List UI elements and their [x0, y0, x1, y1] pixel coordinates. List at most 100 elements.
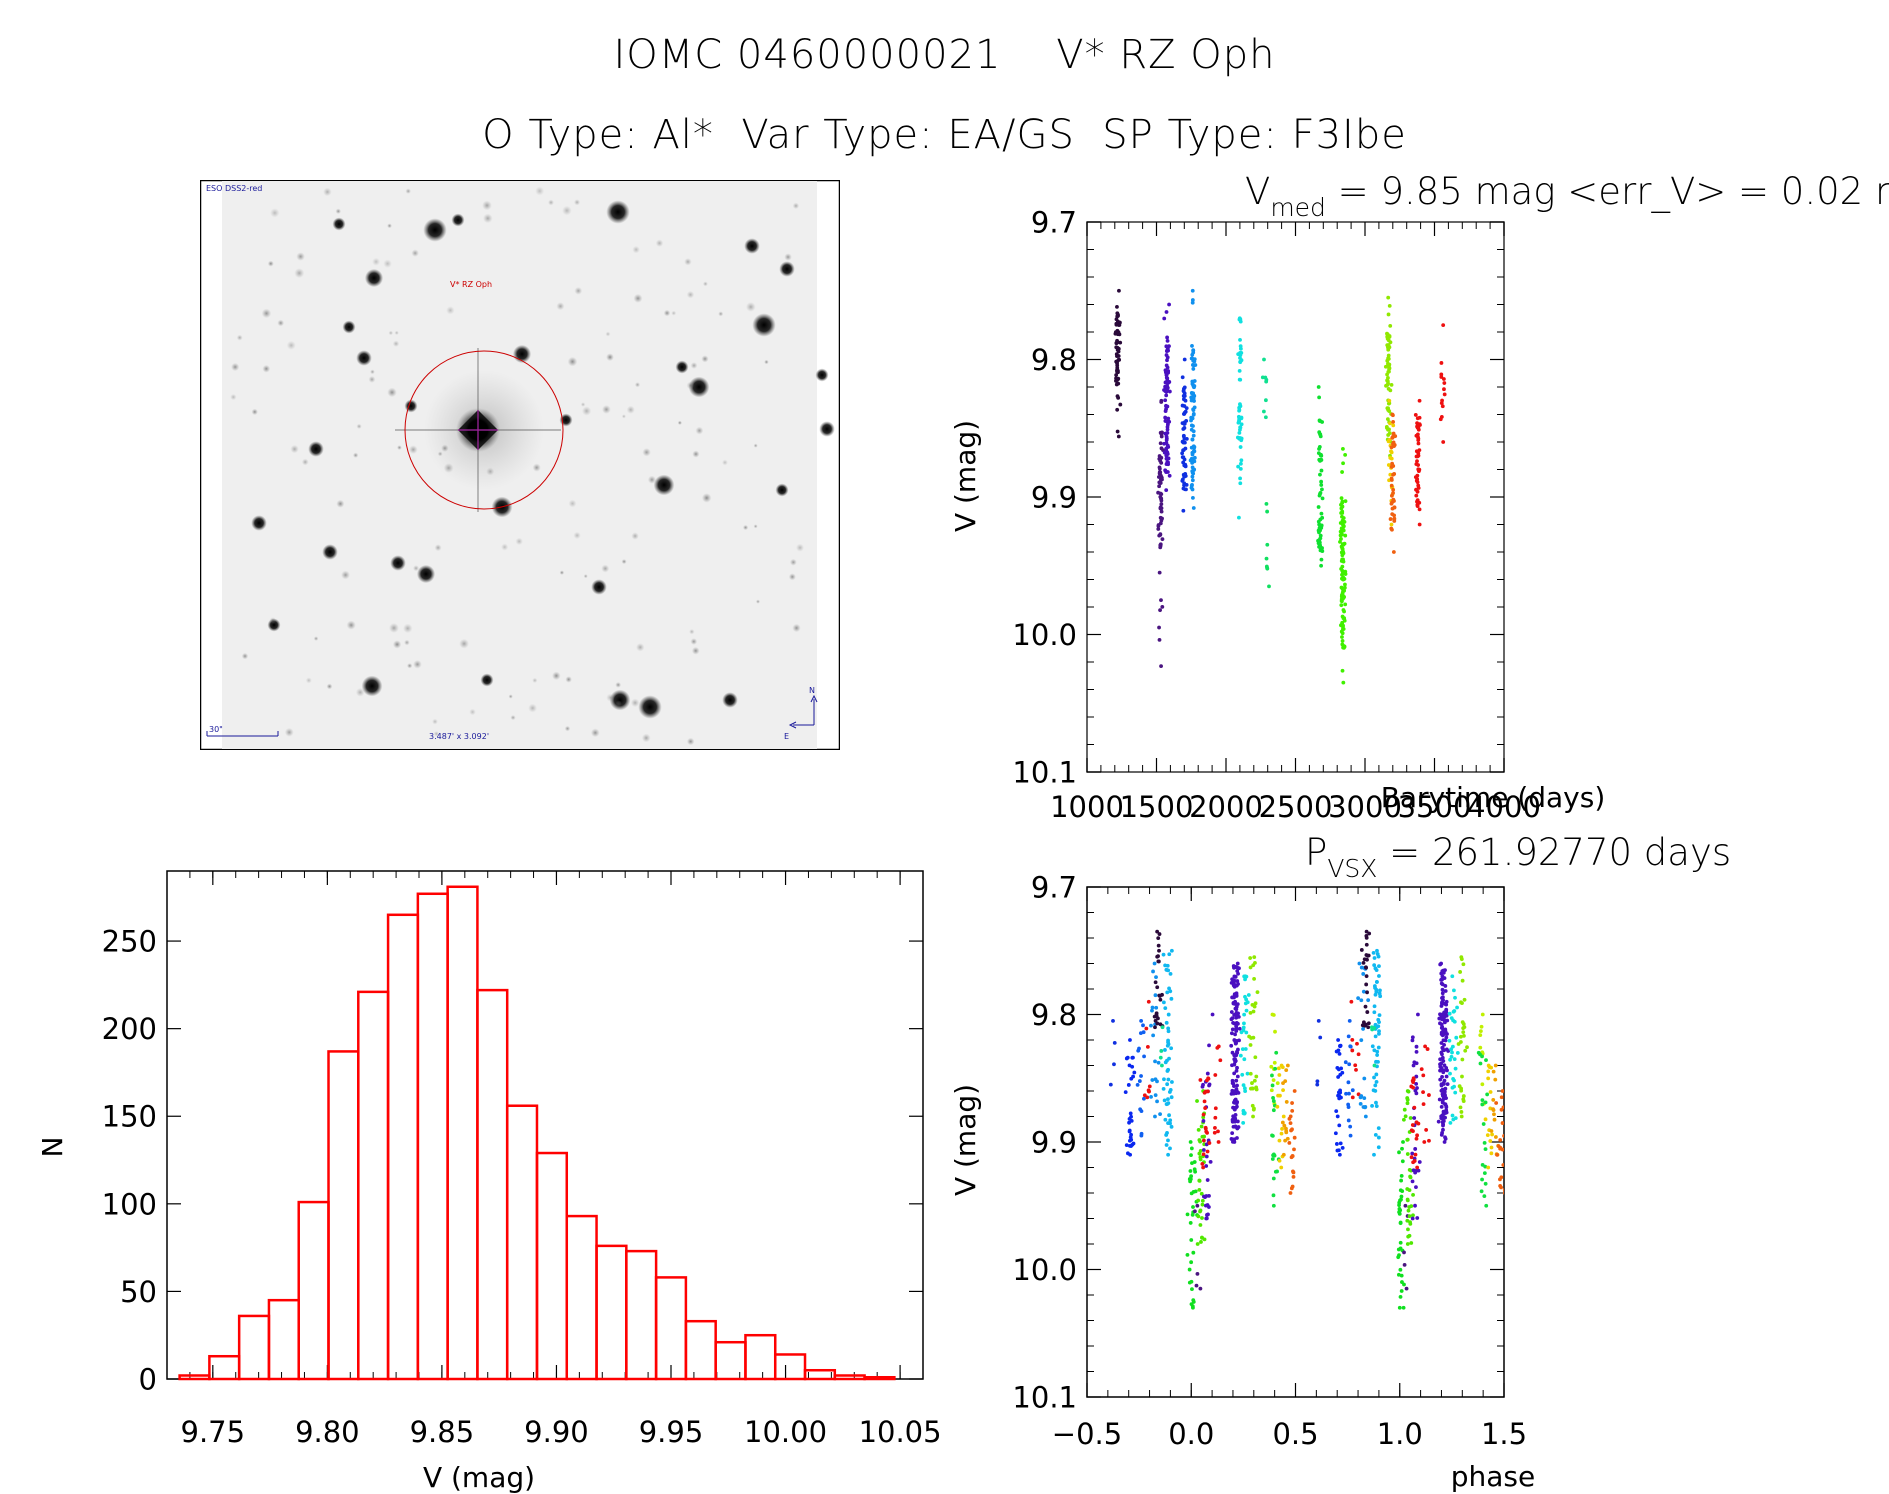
- data-point: [1372, 956, 1377, 960]
- data-point: [1264, 501, 1269, 506]
- faint-star: [581, 406, 592, 416]
- data-point: [1337, 1051, 1342, 1056]
- data-point: [1410, 1151, 1415, 1156]
- data-point: [1190, 1287, 1194, 1292]
- data-point: [1182, 357, 1187, 362]
- data-point: [1346, 1118, 1351, 1123]
- data-point: [1158, 491, 1163, 496]
- y-tick-label: 9.7: [1031, 870, 1077, 904]
- data-point: [1160, 516, 1164, 521]
- data-point: [1271, 1153, 1275, 1158]
- x-tick-label: 0.5: [1272, 1417, 1318, 1451]
- data-point: [1203, 1089, 1208, 1094]
- data-point: [1139, 1131, 1144, 1136]
- data-point: [1165, 430, 1170, 435]
- data-point: [1116, 312, 1120, 317]
- data-point: [1397, 1209, 1402, 1214]
- faint-star: [305, 677, 312, 684]
- y-tick-label: 100: [102, 1187, 157, 1221]
- data-point: [1449, 1054, 1454, 1059]
- data-point: [1159, 1049, 1164, 1053]
- data-point: [1235, 1074, 1240, 1079]
- data-point: [1346, 1080, 1351, 1085]
- data-point: [1406, 1089, 1411, 1094]
- histogram-bar: [625, 1249, 658, 1381]
- data-point: [1241, 1120, 1246, 1125]
- data-point: [1407, 1214, 1412, 1219]
- data-point: [1377, 1031, 1381, 1036]
- faint-star: [753, 524, 758, 529]
- data-point: [1318, 472, 1322, 477]
- data-point: [1389, 445, 1394, 450]
- data-point: [1158, 441, 1163, 446]
- data-point: [1491, 1108, 1496, 1113]
- data-point: [1201, 1119, 1206, 1123]
- data-point: [1343, 582, 1347, 587]
- star: [342, 320, 356, 334]
- data-point: [1377, 1029, 1381, 1034]
- data-point: [1365, 990, 1369, 995]
- data-point: [1189, 1260, 1194, 1265]
- data-point: [1164, 349, 1169, 353]
- data-point: [1336, 1038, 1341, 1042]
- data-point: [1372, 1010, 1377, 1015]
- data-point: [1244, 1008, 1249, 1013]
- data-point: [1415, 504, 1420, 508]
- data-point: [1242, 1057, 1247, 1062]
- data-point: [1442, 1014, 1447, 1019]
- data-point: [1339, 603, 1344, 608]
- data-point: [1238, 377, 1243, 382]
- data-point: [1399, 1178, 1404, 1183]
- data-point: [1114, 378, 1118, 383]
- data-point: [1238, 476, 1242, 481]
- faint-star: [267, 260, 274, 267]
- data-point: [1372, 1026, 1377, 1031]
- data-point: [1229, 1137, 1234, 1141]
- data-point: [1243, 977, 1247, 982]
- faint-star: [261, 308, 272, 319]
- data-point: [1444, 1108, 1449, 1113]
- data-point: [1416, 467, 1421, 472]
- data-point: [1460, 978, 1465, 983]
- data-point: [1239, 422, 1244, 427]
- data-point: [1197, 1151, 1202, 1156]
- data-point: [1234, 1029, 1239, 1033]
- y-tick-label: 150: [102, 1100, 157, 1134]
- data-point: [1354, 1067, 1358, 1072]
- data-point: [1453, 995, 1457, 1000]
- data-point: [1316, 1018, 1321, 1023]
- data-point: [1373, 1034, 1378, 1039]
- data-point: [1115, 348, 1120, 352]
- data-point: [1233, 1113, 1238, 1117]
- data-point: [1460, 1001, 1464, 1006]
- data-point: [1190, 352, 1195, 357]
- data-point: [1201, 1112, 1206, 1117]
- data-point: [1154, 1011, 1159, 1016]
- data-point: [1277, 1073, 1282, 1077]
- data-point: [1250, 1002, 1255, 1007]
- data-point: [1338, 539, 1342, 544]
- data-point: [1449, 1047, 1454, 1052]
- data-point: [1265, 565, 1269, 570]
- faint-star: [446, 306, 455, 315]
- data-point: [1416, 438, 1421, 443]
- data-point: [1372, 1004, 1377, 1009]
- data-point: [1441, 1122, 1446, 1127]
- data-point: [1271, 1176, 1276, 1181]
- data-point: [1112, 1040, 1117, 1045]
- data-point: [1376, 1017, 1381, 1022]
- data-point: [1445, 1032, 1449, 1036]
- data-point: [1262, 357, 1266, 362]
- data-point: [1366, 1021, 1371, 1026]
- data-point: [1163, 963, 1168, 968]
- data-point: [1167, 952, 1172, 957]
- histogram-bar: [476, 988, 509, 1381]
- star: [480, 673, 494, 687]
- faint-star: [383, 259, 392, 268]
- faint-star: [701, 355, 709, 363]
- star: [390, 555, 406, 571]
- data-point: [1458, 970, 1463, 974]
- histogram-bar: [178, 1374, 211, 1381]
- data-point: [1383, 364, 1388, 369]
- data-point: [1339, 496, 1344, 500]
